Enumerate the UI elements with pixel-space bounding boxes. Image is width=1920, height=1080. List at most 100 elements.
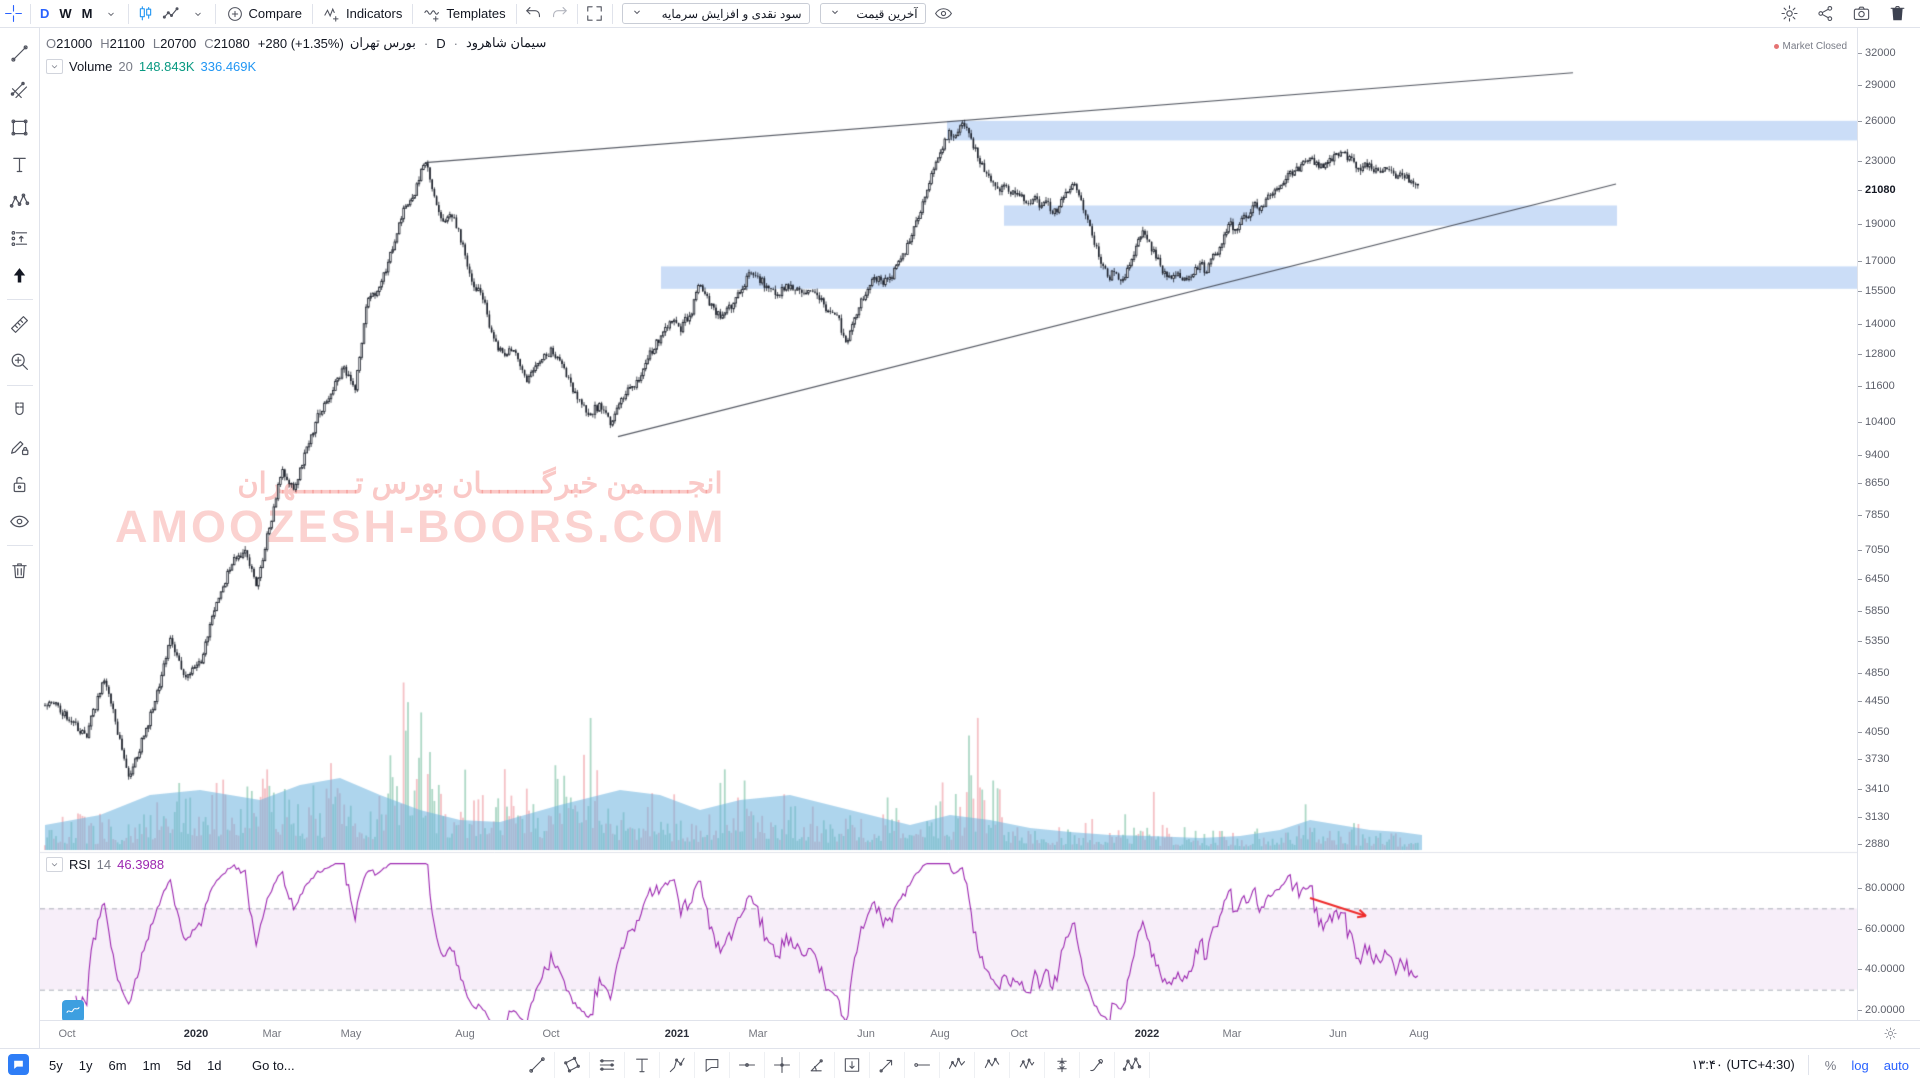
text-icon[interactable] <box>5 151 35 177</box>
drawing-lock-icon[interactable] <box>5 434 35 460</box>
trend-angle-icon[interactable] <box>800 1052 835 1078</box>
cross-line-icon[interactable] <box>765 1052 800 1078</box>
interval-chevron-down-icon[interactable] <box>98 2 124 26</box>
symbol-exchange: بورس تهران <box>349 35 416 50</box>
magnet-icon[interactable] <box>5 397 35 423</box>
divider <box>1807 1055 1809 1075</box>
interval-monthly-button[interactable]: M <box>77 2 98 26</box>
interval-weekly-button[interactable]: W <box>54 2 76 26</box>
auto-scale-button[interactable]: auto <box>1881 1056 1912 1075</box>
gann-fib-icon[interactable] <box>5 77 35 103</box>
rsi-tick: 80.0000 <box>1858 882 1905 894</box>
fullscreen-icon[interactable] <box>582 2 608 26</box>
lock-all-icon[interactable] <box>5 471 35 497</box>
date-price-range-icon[interactable] <box>835 1052 870 1078</box>
settings-gear-icon[interactable] <box>1776 2 1802 26</box>
elliott-impulse-wave-icon[interactable] <box>940 1052 975 1078</box>
chat-icon[interactable] <box>8 1054 29 1075</box>
geometric-shapes-icon[interactable] <box>5 114 35 140</box>
last-price-dropdown[interactable]: آخرین قیمت <box>819 3 926 24</box>
arrow-icon[interactable] <box>870 1052 905 1078</box>
xabcd-pattern-icon[interactable] <box>1115 1052 1150 1078</box>
arrow-marker-icon[interactable] <box>5 262 35 288</box>
time-tick: Mar <box>748 1028 768 1040</box>
time-tick: Oct <box>542 1028 560 1040</box>
compare-button[interactable]: Compare <box>220 2 308 26</box>
time-tick: Oct <box>1010 1028 1028 1040</box>
bottom-right-group: ۱۳:۴۰ (UTC+4:30) % log auto <box>1691 1049 1912 1080</box>
forecast-icon[interactable] <box>5 225 35 251</box>
price-axis[interactable]: 32000 29000 26000 23000 19000 17000 15500 14000… <box>1857 28 1920 1020</box>
hide-all-icon[interactable] <box>5 508 35 534</box>
price-tick: 9400 <box>1857 449 1890 462</box>
axis-settings-gear-icon[interactable] <box>1883 1026 1898 1046</box>
elliott-correction-wave-icon[interactable] <box>975 1052 1010 1078</box>
horizontal-ray-icon[interactable] <box>905 1052 940 1078</box>
templates-label: Templates <box>446 6 506 21</box>
line-style-icon[interactable] <box>159 2 185 26</box>
text-icon[interactable] <box>625 1052 660 1078</box>
range-5y-button[interactable]: 5y <box>42 1055 70 1076</box>
interval-daily-button[interactable]: D <box>35 2 54 26</box>
time-tick: 2020 <box>183 1028 209 1040</box>
time-axis[interactable]: Oct 2020 Mar May Aug Oct 2021 Mar Jun Aug Oct 2022 M… <box>40 1020 1920 1048</box>
range-1y-button[interactable]: 1y <box>72 1055 100 1076</box>
trend-line-icon[interactable] <box>5 40 35 66</box>
ruler-icon[interactable] <box>5 311 35 337</box>
divider <box>611 3 613 24</box>
rsi-collapse-chevron-icon[interactable] <box>46 857 63 872</box>
range-1m-button[interactable]: 1m <box>136 1055 168 1076</box>
price-chart-canvas[interactable] <box>40 28 1857 1020</box>
undo-icon[interactable] <box>521 2 547 26</box>
drawing-toolbar <box>0 28 40 1050</box>
pitchfork-icon[interactable] <box>660 1052 695 1078</box>
eye-icon[interactable] <box>931 2 957 26</box>
compare-label: Compare <box>248 6 302 21</box>
templates-button[interactable]: Templates <box>417 2 511 26</box>
share-icon[interactable] <box>1812 2 1838 26</box>
xabcd-pattern-icon[interactable] <box>5 188 35 214</box>
goto-button[interactable]: Go to... <box>252 1049 295 1080</box>
volume-legend: Volume 20 148.843K 336.469K <box>46 59 256 74</box>
indicators-button[interactable]: Indicators <box>317 2 408 26</box>
log-scale-button[interactable]: log <box>1848 1056 1871 1075</box>
range-1d-button[interactable]: 1d <box>200 1055 228 1076</box>
bottom-drawing-tools <box>520 1052 1150 1078</box>
parallel-channel-icon[interactable] <box>590 1052 625 1078</box>
rotated-rectangle-icon[interactable] <box>555 1052 590 1078</box>
range-5d-button[interactable]: 5d <box>170 1055 198 1076</box>
site-logo-icon[interactable] <box>62 1000 84 1022</box>
price-tick: 32000 <box>1858 46 1896 59</box>
price-tick: 17000 <box>1858 254 1896 267</box>
volume-collapse-chevron-icon[interactable] <box>46 59 63 74</box>
trend-line-icon[interactable] <box>520 1052 555 1078</box>
price-tick: 4450 <box>1857 695 1890 708</box>
redo-icon[interactable] <box>547 2 573 26</box>
rsi-tick: 40.0000 <box>1858 963 1905 976</box>
callout-icon[interactable] <box>695 1052 730 1078</box>
trash-icon[interactable] <box>1884 2 1910 26</box>
time-tick: Oct <box>58 1028 76 1040</box>
price-tick: 3730 <box>1857 753 1890 766</box>
zoom-in-icon[interactable] <box>5 348 35 374</box>
remove-all-icon[interactable] <box>5 557 35 583</box>
price-tick: 2880 <box>1857 838 1890 851</box>
candlestick-style-icon[interactable] <box>133 2 159 26</box>
crosshair-icon[interactable] <box>0 2 26 26</box>
price-projection-icon[interactable] <box>1045 1052 1080 1078</box>
range-6m-button[interactable]: 6m <box>101 1055 133 1076</box>
horizontal-line-icon[interactable] <box>730 1052 765 1078</box>
range-buttons: 5y 1y 6m 1m 5d 1d <box>42 1049 229 1080</box>
symbol-name[interactable]: سیمان شاهرود <box>465 35 547 50</box>
dividend-adjustment-dropdown[interactable]: سود نقدی و افزایش سرمایه <box>621 3 810 24</box>
style-chevron-down-icon[interactable] <box>185 2 211 26</box>
volume-length: 20 <box>118 59 133 74</box>
time-tick: Aug <box>930 1028 950 1040</box>
price-tick: 23000 <box>1858 155 1896 168</box>
price-tick: 4850 <box>1857 666 1890 679</box>
brush-icon[interactable] <box>1080 1052 1115 1078</box>
percent-scale-button[interactable]: % <box>1822 1056 1840 1075</box>
snapshot-camera-icon[interactable] <box>1848 2 1874 26</box>
elliott-triangle-wave-icon[interactable] <box>1010 1052 1045 1078</box>
clock-label[interactable]: ۱۳:۴۰ (UTC+4:30) <box>1691 1057 1795 1072</box>
